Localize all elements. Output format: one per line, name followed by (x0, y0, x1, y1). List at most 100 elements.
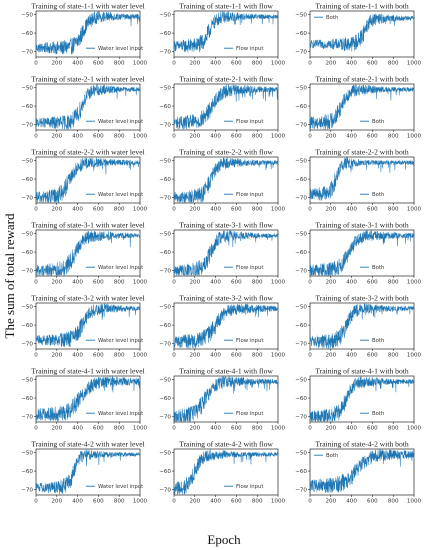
y-tick-label: −50 (159, 232, 171, 238)
reward-series-line (173, 11, 279, 53)
reward-series-line (173, 84, 279, 130)
axes-frame (309, 83, 415, 131)
x-tick-label: 600 (367, 61, 378, 67)
y-tick-label: −70 (295, 122, 307, 128)
y-tick-label: −50 (295, 86, 307, 92)
reward-series-line (35, 303, 141, 348)
x-tick-label: 800 (252, 353, 263, 359)
x-tick-label: 0 (308, 134, 312, 140)
reward-series-line (173, 157, 279, 203)
y-tick-label: −70 (295, 487, 307, 493)
axes-frame (35, 229, 141, 277)
x-tick-label: 1000 (133, 499, 148, 505)
subplot-10: Training of state-3-1 with water level 0 2… (21, 221, 147, 286)
x-tick-label: 1000 (133, 426, 148, 432)
x-tick-label: 200 (325, 280, 336, 286)
y-tick-label: −60 (295, 469, 307, 475)
subplot-title: Training of state-2-1 with water level (31, 75, 144, 84)
x-tick-label: 400 (72, 207, 83, 213)
x-tick-label: 600 (93, 134, 104, 140)
y-tick-label: −50 (295, 232, 307, 238)
y-tick-label: −70 (21, 341, 33, 347)
subplot-9: Training of state-2-2 with both 0 200 400 60… (295, 148, 421, 213)
x-tick-label: 0 (172, 353, 176, 359)
y-tick-label: −50 (295, 378, 307, 384)
x-tick-label: 800 (114, 207, 125, 213)
subplot-19: Training of state-4-2 with water level 0 2… (21, 440, 147, 505)
x-tick-label: 200 (189, 280, 200, 286)
subplot-6: Training of state-2-1 with both 0 200 400 60… (295, 75, 421, 140)
x-tick-label: 800 (252, 134, 263, 140)
reward-series-line (309, 376, 415, 422)
subplot-20: Training of state-4-2 with flow 0 200 400 60… (159, 440, 285, 505)
reward-series-line (309, 84, 415, 130)
reward-series-line (309, 230, 415, 276)
x-tick-label: 200 (51, 353, 62, 359)
y-tick-label: −70 (21, 414, 33, 420)
legend-label: Both (372, 265, 384, 271)
y-tick-label: −50 (159, 86, 171, 92)
x-tick-label: 600 (93, 353, 104, 359)
x-tick-label: 1000 (133, 61, 148, 67)
y-tick-label: −50 (21, 305, 33, 311)
y-axis-label: The sum of total reward (2, 213, 17, 338)
reward-series-line (35, 157, 141, 203)
y-tick-label: −60 (21, 469, 33, 475)
y-tick-label: −60 (21, 323, 33, 329)
x-tick-label: 400 (210, 207, 221, 213)
y-tick-label: −50 (159, 13, 171, 19)
axes-frame (309, 156, 415, 204)
x-tick-label: 800 (114, 499, 125, 505)
axes-frame (35, 156, 141, 204)
legend-label: Water level input (98, 46, 143, 52)
axes-frame (309, 302, 415, 350)
subplot-3: Training of state-1-1 with both 0 200 400 60… (295, 2, 421, 67)
x-tick-label: 600 (231, 61, 242, 67)
subplot-title: Training of state-2-2 with both (315, 148, 409, 157)
y-tick-label: −70 (21, 487, 33, 493)
subplot-title: Training of state-4-2 with water level (31, 440, 144, 449)
x-tick-label: 200 (325, 61, 336, 67)
x-tick-label: 400 (72, 426, 83, 432)
legend-label: Flow input (236, 46, 263, 52)
x-tick-label: 1000 (271, 61, 286, 67)
x-tick-label: 0 (308, 353, 312, 359)
legend-label: Flow input (236, 265, 263, 271)
legend-label: Flow input (236, 484, 263, 490)
x-tick-label: 1000 (133, 207, 148, 213)
x-tick-label: 400 (72, 134, 83, 140)
x-tick-label: 200 (189, 134, 200, 140)
subplot-title: Training of state-2-1 with flow (179, 75, 273, 84)
x-tick-label: 800 (114, 134, 125, 140)
x-tick-label: 800 (388, 426, 399, 432)
x-tick-label: 0 (34, 353, 38, 359)
x-tick-label: 600 (231, 499, 242, 505)
x-tick-label: 0 (172, 280, 176, 286)
x-tick-label: 200 (189, 61, 200, 67)
subplot-17: Training of state-4-1 with flow 0 200 400 60… (159, 367, 285, 432)
x-tick-label: 600 (231, 134, 242, 140)
x-tick-label: 400 (72, 353, 83, 359)
x-tick-label: 1000 (271, 207, 286, 213)
y-tick-label: −60 (295, 323, 307, 329)
x-tick-label: 0 (308, 499, 312, 505)
y-tick-label: −70 (159, 122, 171, 128)
subplot-title: Training of state-1-1 with both (315, 2, 409, 11)
x-tick-label: 200 (325, 207, 336, 213)
y-tick-label: −60 (21, 396, 33, 402)
legend-label: Both (326, 453, 338, 459)
x-tick-label: 400 (72, 499, 83, 505)
x-tick-label: 200 (189, 353, 200, 359)
legend-label: Flow input (236, 338, 263, 344)
y-tick-label: −60 (159, 396, 171, 402)
y-tick-label: −50 (295, 13, 307, 19)
x-tick-label: 600 (93, 207, 104, 213)
x-tick-label: 1000 (133, 134, 148, 140)
legend-label: Water level input (98, 119, 143, 125)
y-tick-label: −60 (295, 177, 307, 183)
legend-label: Water level input (98, 484, 143, 490)
reward-series-line (35, 84, 141, 130)
axes-frame (35, 10, 141, 58)
subplot-2: Training of state-1-1 with flow 0 200 400 60… (159, 2, 285, 67)
axes-frame (35, 302, 141, 350)
